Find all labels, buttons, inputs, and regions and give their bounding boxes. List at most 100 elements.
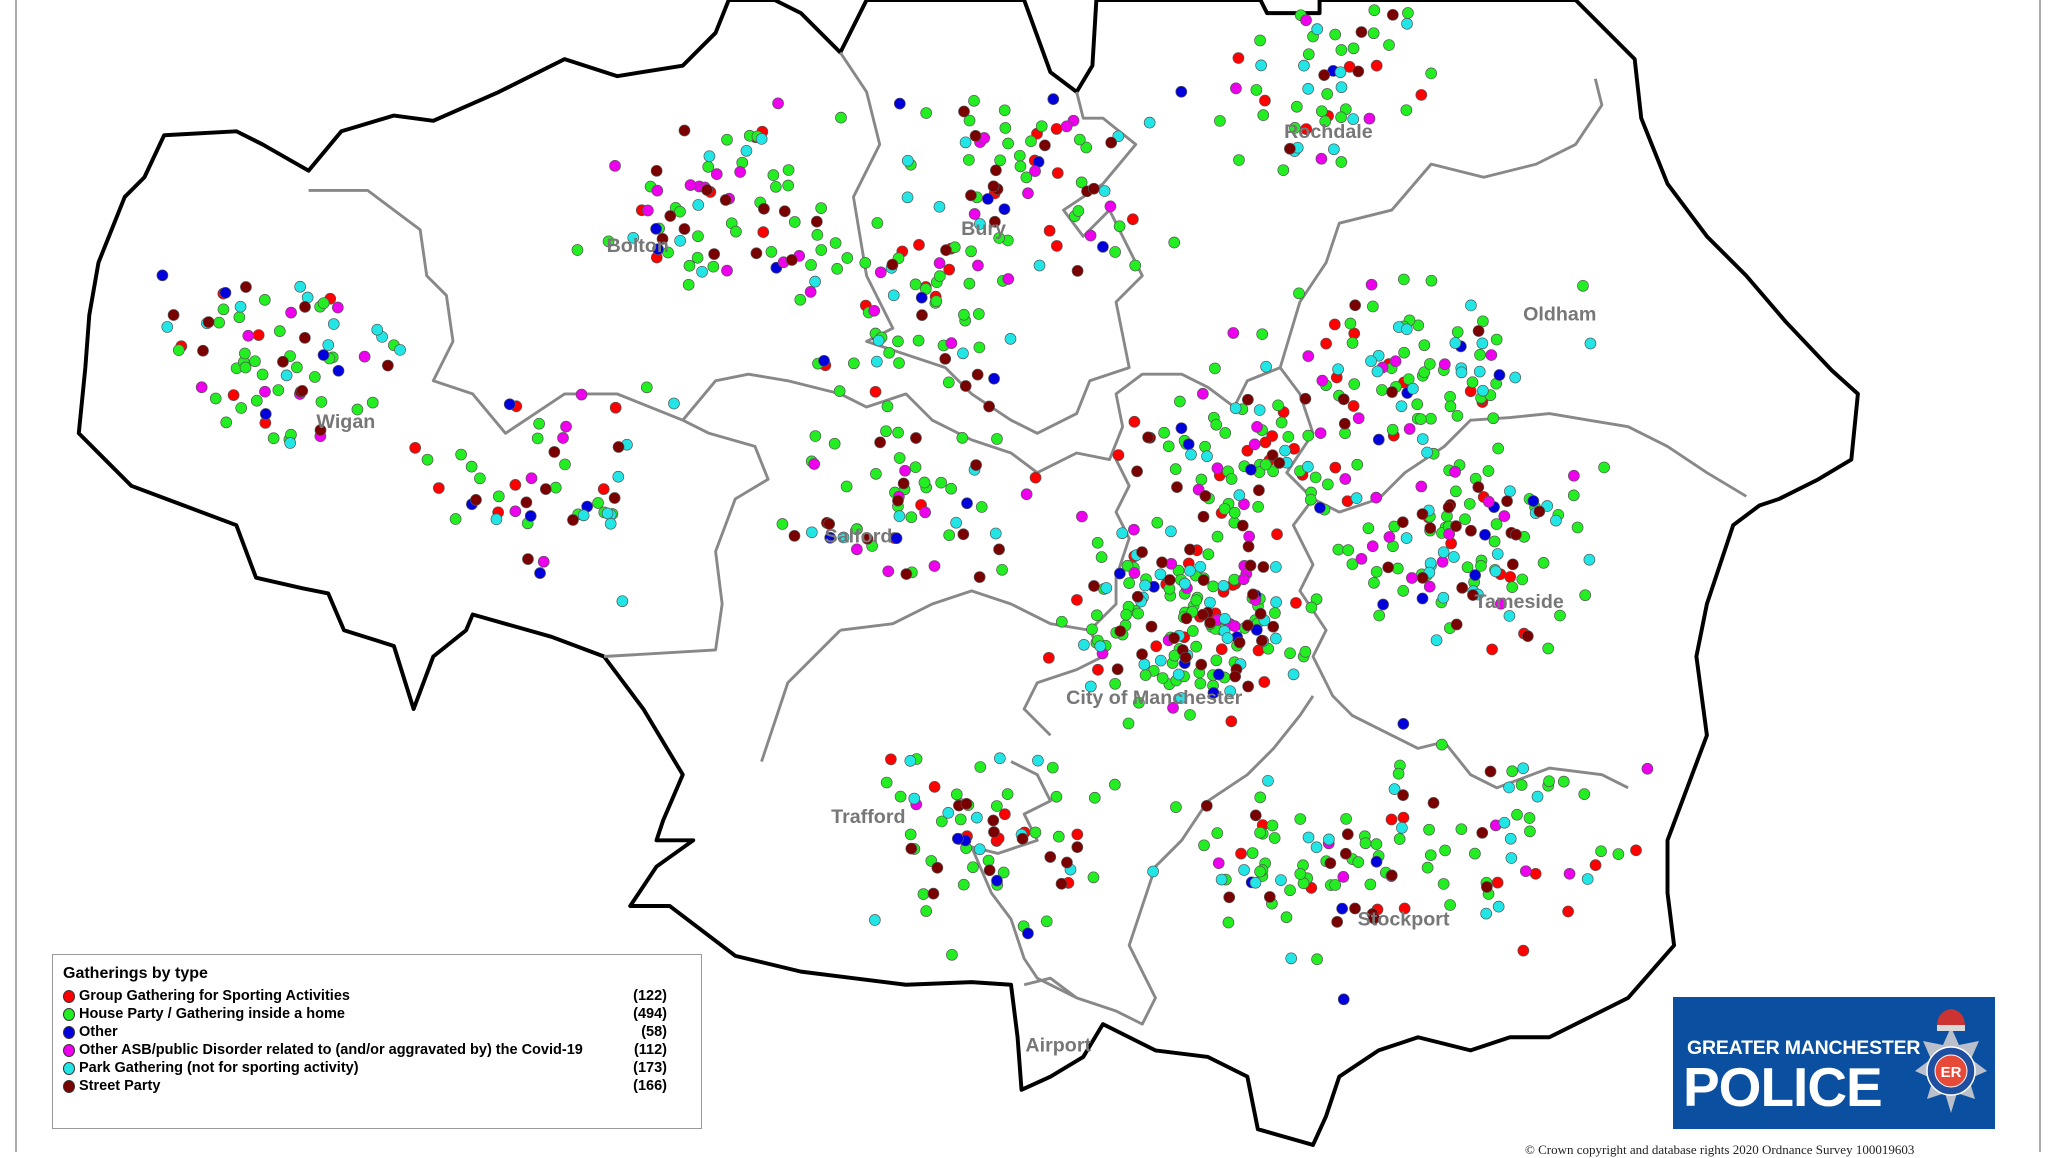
gathering-point — [1320, 337, 1332, 350]
gathering-point — [886, 258, 899, 271]
gathering-point — [1154, 568, 1167, 581]
gathering-point — [1020, 488, 1033, 501]
gathering-point — [1400, 532, 1413, 544]
gathering-point — [1174, 395, 1186, 408]
gathering-point — [1490, 333, 1503, 346]
gathering-point — [1073, 133, 1086, 146]
gathering-point — [823, 518, 836, 530]
police-badge-icon: ER — [1915, 1009, 1987, 1113]
gathering-point — [1204, 616, 1217, 629]
gathering-point — [1352, 856, 1365, 868]
gathering-point — [1256, 328, 1269, 341]
gathering-point — [1196, 608, 1209, 621]
gathering-point — [601, 507, 614, 520]
gathering-point — [899, 464, 911, 477]
gathering-point — [1185, 448, 1197, 461]
gathering-point — [1421, 861, 1434, 874]
gathering-point — [1477, 315, 1489, 328]
gathering-point — [1120, 608, 1133, 621]
gathering-point — [1298, 59, 1310, 72]
legend-item: Street Party (166) — [63, 1077, 691, 1095]
gathering-point — [239, 361, 252, 374]
gathering-point — [1247, 588, 1259, 601]
legend-label: House Party / Gathering inside a home — [79, 1006, 345, 1022]
gathering-point — [1319, 115, 1332, 128]
legend-count: (112) — [633, 1042, 667, 1058]
gathering-point — [1022, 927, 1034, 940]
gathering-point — [509, 479, 522, 491]
gathering-point — [280, 369, 293, 382]
gathering-point — [272, 384, 285, 396]
gathering-point — [1489, 565, 1502, 578]
gathering-point — [1346, 558, 1359, 570]
gathering-point — [1435, 738, 1448, 751]
gathering-point — [351, 403, 364, 416]
gathering-point — [1035, 120, 1048, 133]
gathering-point — [1094, 640, 1107, 653]
gathering-point — [1259, 458, 1272, 471]
gathering-point — [990, 164, 1002, 177]
gathering-point — [1583, 553, 1596, 566]
legend-item: House Party / Gathering inside a home (49… — [63, 1005, 691, 1023]
gathering-point — [810, 215, 823, 228]
gathering-point — [983, 864, 996, 877]
gathering-point — [1362, 522, 1375, 535]
gathering-point — [957, 347, 969, 360]
gathering-point — [900, 568, 913, 580]
gathering-point — [1095, 551, 1108, 563]
gmp-logo: GREATER MANCHESTER POLICE ER — [1673, 997, 1995, 1129]
gathering-point — [1254, 34, 1266, 47]
gathering-point — [1386, 423, 1399, 436]
gathering-point — [641, 204, 654, 217]
gathering-point — [973, 341, 986, 354]
gathering-point — [537, 555, 550, 568]
gathering-point — [421, 453, 434, 466]
gathering-point — [890, 532, 903, 545]
gathering-point — [273, 325, 286, 337]
gathering-point — [974, 218, 986, 230]
gathering-point — [1323, 833, 1335, 846]
gathering-point — [1294, 868, 1307, 880]
gathering-point — [1219, 427, 1232, 439]
gathering-point — [640, 381, 653, 394]
gathering-point — [1554, 609, 1566, 622]
gathering-point — [1321, 88, 1334, 100]
gathering-point — [1316, 374, 1329, 387]
gathering-point — [1179, 651, 1192, 664]
gathering-point — [1109, 677, 1121, 690]
gathering-point — [917, 888, 930, 900]
gathering-point — [1197, 510, 1210, 523]
gathering-point — [1131, 465, 1143, 478]
gathering-point — [935, 476, 948, 489]
gathering-point — [1136, 648, 1148, 661]
gathering-point — [1444, 400, 1457, 413]
gathering-point — [971, 368, 984, 381]
district-label-rochdale: Rochdale — [1284, 121, 1373, 143]
gathering-point — [931, 861, 944, 874]
gathering-point — [974, 761, 987, 773]
gathering-point — [1163, 574, 1176, 586]
gathering-point — [719, 194, 732, 206]
gathering-point — [1424, 522, 1437, 534]
gathering-point — [1233, 636, 1246, 649]
gathering-point — [927, 887, 940, 900]
gathering-point — [1266, 819, 1279, 832]
frame-left-border — [15, 0, 17, 1152]
legend-label: Group Gathering for Sporting Activities — [79, 988, 350, 1004]
gathering-point — [833, 385, 846, 397]
gathering-point — [1282, 430, 1295, 443]
gathering-point — [1098, 185, 1111, 197]
gathering-point — [1209, 362, 1221, 375]
gathering-point — [1084, 680, 1097, 693]
gathering-point — [1050, 123, 1063, 135]
gathering-point — [1506, 581, 1519, 594]
gathering-point — [1225, 473, 1238, 485]
gathering-point — [993, 232, 1006, 244]
legend-label: Street Party — [79, 1078, 161, 1094]
gathering-point — [1111, 663, 1124, 676]
gathering-point — [708, 248, 720, 260]
gathering-point — [1347, 113, 1360, 125]
gathering-point — [1243, 530, 1256, 543]
gathering-point — [788, 529, 801, 542]
gathering-point — [1254, 826, 1266, 839]
